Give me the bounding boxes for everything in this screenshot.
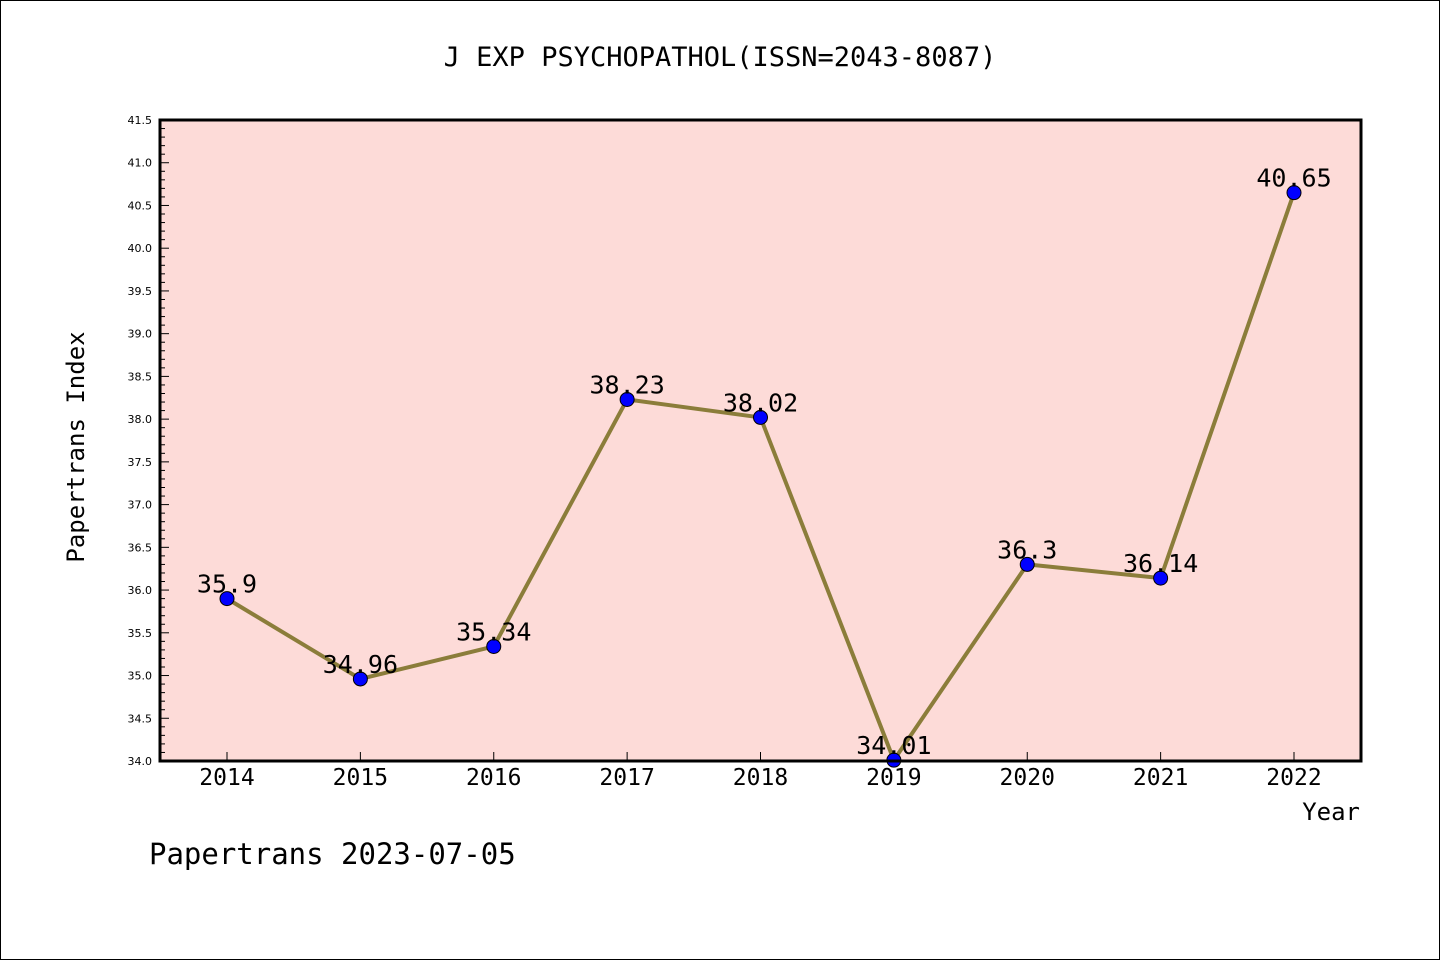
plot-area (160, 120, 1361, 761)
y-tick-label: 35.0 (128, 670, 153, 683)
data-point (219, 591, 235, 607)
y-tick-label: 34.0 (128, 755, 153, 768)
footer-date-stamp: Papertrans 2023-07-05 (149, 837, 516, 871)
data-point (486, 638, 502, 654)
y-axis-title: Papertrans Index (62, 331, 90, 562)
y-tick-label: 38.5 (128, 370, 153, 383)
data-point (619, 391, 635, 407)
data-label: 35.34 (456, 617, 531, 646)
chart-title: J EXP PSYCHOPATHOL(ISSN=2043-8087) (444, 42, 997, 73)
y-axis-ticks: 34.0 34.5 35.0 35.5 36.0 36.5 37.0 37.5 38.0 38.5… (128, 114, 169, 768)
data-point (1286, 185, 1302, 201)
data-point (352, 671, 368, 687)
y-tick-label: 41.0 (128, 157, 153, 170)
y-tick-label: 39.5 (128, 285, 153, 298)
data-label: 38.23 (589, 370, 664, 399)
y-tick-label: 36.0 (128, 584, 153, 597)
x-tick-label: 2022 (1266, 765, 1321, 791)
data-point (1153, 570, 1169, 586)
data-point (1019, 556, 1035, 572)
x-axis-ticks: 2014 2015 2016 2017 2018 2019 2020 2021 2022 (199, 752, 1322, 791)
y-tick-label: 37.0 (128, 499, 153, 512)
series-group: 35.9 34.96 35.34 38.23 38.02 34.01 36.3 36.14 40… (197, 164, 1332, 768)
data-label: 34.96 (323, 650, 398, 679)
data-label: 34.01 (856, 731, 931, 760)
x-tick-label: 2016 (466, 765, 521, 791)
y-tick-label: 37.5 (128, 456, 153, 469)
x-tick-label: 2018 (733, 765, 788, 791)
y-tick-label: 40.5 (128, 199, 153, 212)
y-tick-label: 35.5 (128, 627, 153, 640)
data-label: 40.65 (1256, 164, 1331, 193)
x-tick-label: 2014 (199, 765, 254, 791)
y-tick-label: 39.0 (128, 328, 153, 341)
x-tick-label: 2015 (333, 765, 388, 791)
x-tick-label: 2021 (1133, 765, 1188, 791)
data-label: 36.14 (1123, 549, 1198, 578)
data-label: 35.9 (197, 570, 257, 599)
x-tick-label: 2019 (866, 765, 921, 791)
data-label: 38.02 (723, 388, 798, 417)
y-tick-label: 40.0 (128, 242, 153, 255)
data-label: 36.3 (997, 535, 1057, 564)
y-tick-label: 38.0 (128, 413, 153, 426)
x-axis-title: Year (1302, 798, 1360, 826)
data-point (753, 409, 768, 425)
plot-border (158, 118, 1363, 763)
x-tick-label: 2017 (599, 765, 654, 791)
x-tick-label: 2020 (1000, 765, 1055, 791)
y-tick-label: 41.5 (128, 114, 153, 127)
y-tick-label: 36.5 (128, 541, 153, 554)
y-tick-label: 34.5 (128, 712, 153, 725)
